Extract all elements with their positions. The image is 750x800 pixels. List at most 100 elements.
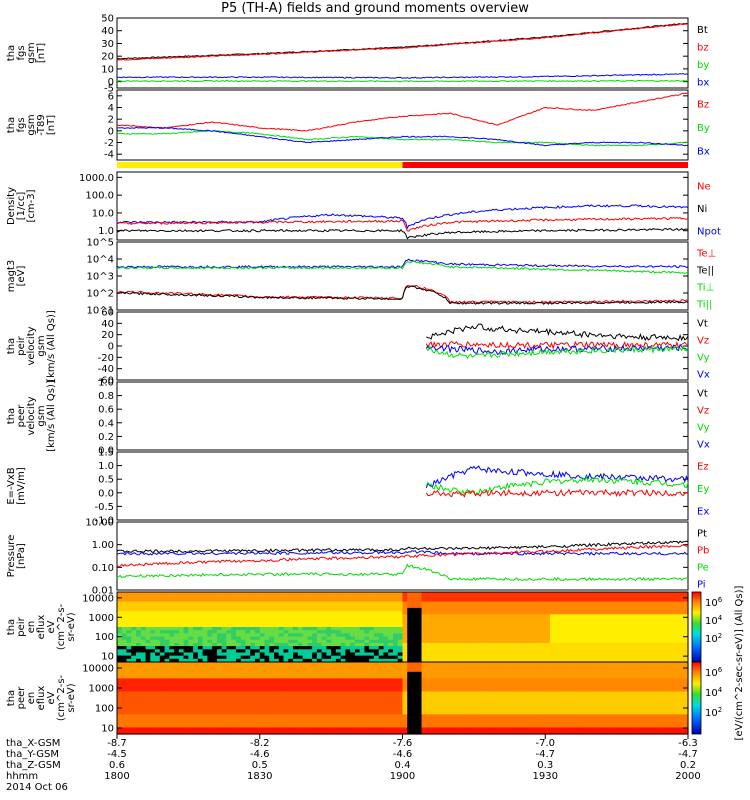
heatmap-cell [573,607,580,612]
heatmap-cell [402,623,408,628]
heatmap-cell [193,720,199,725]
heatmap-cell [426,701,432,706]
heatmap-cell [331,727,337,732]
heatmap-cell [407,662,413,666]
heatmap-cell [454,724,461,729]
heatmap-cell [297,698,304,702]
heatmap-cell [635,636,642,641]
heatmap-cell [269,681,275,686]
heatmap-cell [283,658,289,663]
heatmap-cell [207,688,213,693]
heatmap-cell [530,595,537,599]
heatmap-cell [473,614,480,619]
heatmap-cell [197,636,204,641]
heatmap-cell [435,714,442,719]
heatmap-cell [668,598,675,603]
heatmap-cell [188,655,194,660]
heatmap-cell [197,707,204,712]
heatmap-cell [340,691,346,696]
heatmap-cell [654,607,661,612]
heatmap-cell [554,691,561,696]
heatmap-cell [388,595,394,599]
heatmap-cell [578,633,584,638]
heatmap-cell [174,681,180,686]
legend-by: by [697,60,709,71]
heatmap-cell [240,633,247,638]
heatmap-cell [407,611,413,615]
heatmap-cell [478,642,484,647]
heatmap-cell [202,717,209,722]
heatmap-cell [473,688,480,693]
heatmap-cell [274,678,280,683]
heatmap-cell [369,604,375,609]
heatmap-cell [583,655,589,660]
heatmap-cell [426,698,432,702]
heatmap-cell [331,649,337,654]
heatmap-cell [169,688,175,693]
heatmap-cell [630,623,637,628]
heatmap-cell [550,646,556,650]
heatmap-cell [174,614,180,619]
y-axis-label: [eV] [16,266,27,287]
heatmap-cell [354,595,361,599]
heatmap-cell [373,646,380,650]
heatmap-cell [126,730,132,735]
heatmap-cell [145,714,151,719]
heatmap-cell [326,724,332,729]
heatmap-cell [264,655,270,660]
heatmap-cell [369,595,375,599]
heatmap-cell [226,724,232,729]
heatmap-cell [297,671,304,676]
heatmap-cell [412,665,418,670]
heatmap-cell [193,701,199,706]
y-tick-label: 0.0 [98,446,114,457]
heatmap-cell [254,684,261,689]
heatmap-cell [445,681,451,686]
heatmap-cell [354,662,361,666]
heatmap-cell [254,617,261,622]
heatmap-cell [550,675,556,679]
heatmap-cell [483,652,489,657]
heatmap-cell [645,633,651,638]
heatmap-cell [378,639,385,644]
heatmap-cell [221,671,228,676]
heatmap-cell [312,633,318,638]
heatmap-cell [145,611,151,615]
heatmap-cell [545,636,551,641]
heatmap-cell [131,620,137,625]
heatmap-cell [288,646,294,650]
heatmap-cell [502,711,508,715]
heatmap-cell [202,639,209,644]
heatmap-cell [212,704,218,709]
heatmap-cell [297,646,304,650]
heatmap-cell [188,623,194,628]
heatmap-cell [402,601,408,606]
heatmap-cell [388,601,394,606]
heatmap-cell [293,633,299,638]
heatmap-cell [183,652,189,657]
heatmap-cell [169,652,175,657]
heatmap-cell [264,601,270,606]
heatmap-cell [445,688,451,693]
heatmap-cell [611,611,618,615]
heatmap-cell [274,707,280,712]
heatmap-cell [454,623,461,628]
heatmap-cell [335,601,342,606]
legend-Vy: Vy [697,423,710,434]
heatmap-cell [307,611,313,615]
heatmap-cell [131,636,137,641]
heatmap-cell [507,649,513,654]
heatmap-cell [316,649,323,654]
heatmap-cell [278,668,285,673]
heatmap-cell [307,678,313,683]
heatmap-cell [183,675,189,679]
heatmap-cell [335,595,342,599]
heatmap-cell [473,730,480,735]
heatmap-cell [540,714,546,719]
heatmap-cell [274,727,280,732]
heatmap-cell [278,592,285,596]
heatmap-cell [250,592,256,596]
y-axis-label: velocity [26,396,37,435]
heatmap-cell [164,614,170,619]
heatmap-cell [326,671,332,676]
